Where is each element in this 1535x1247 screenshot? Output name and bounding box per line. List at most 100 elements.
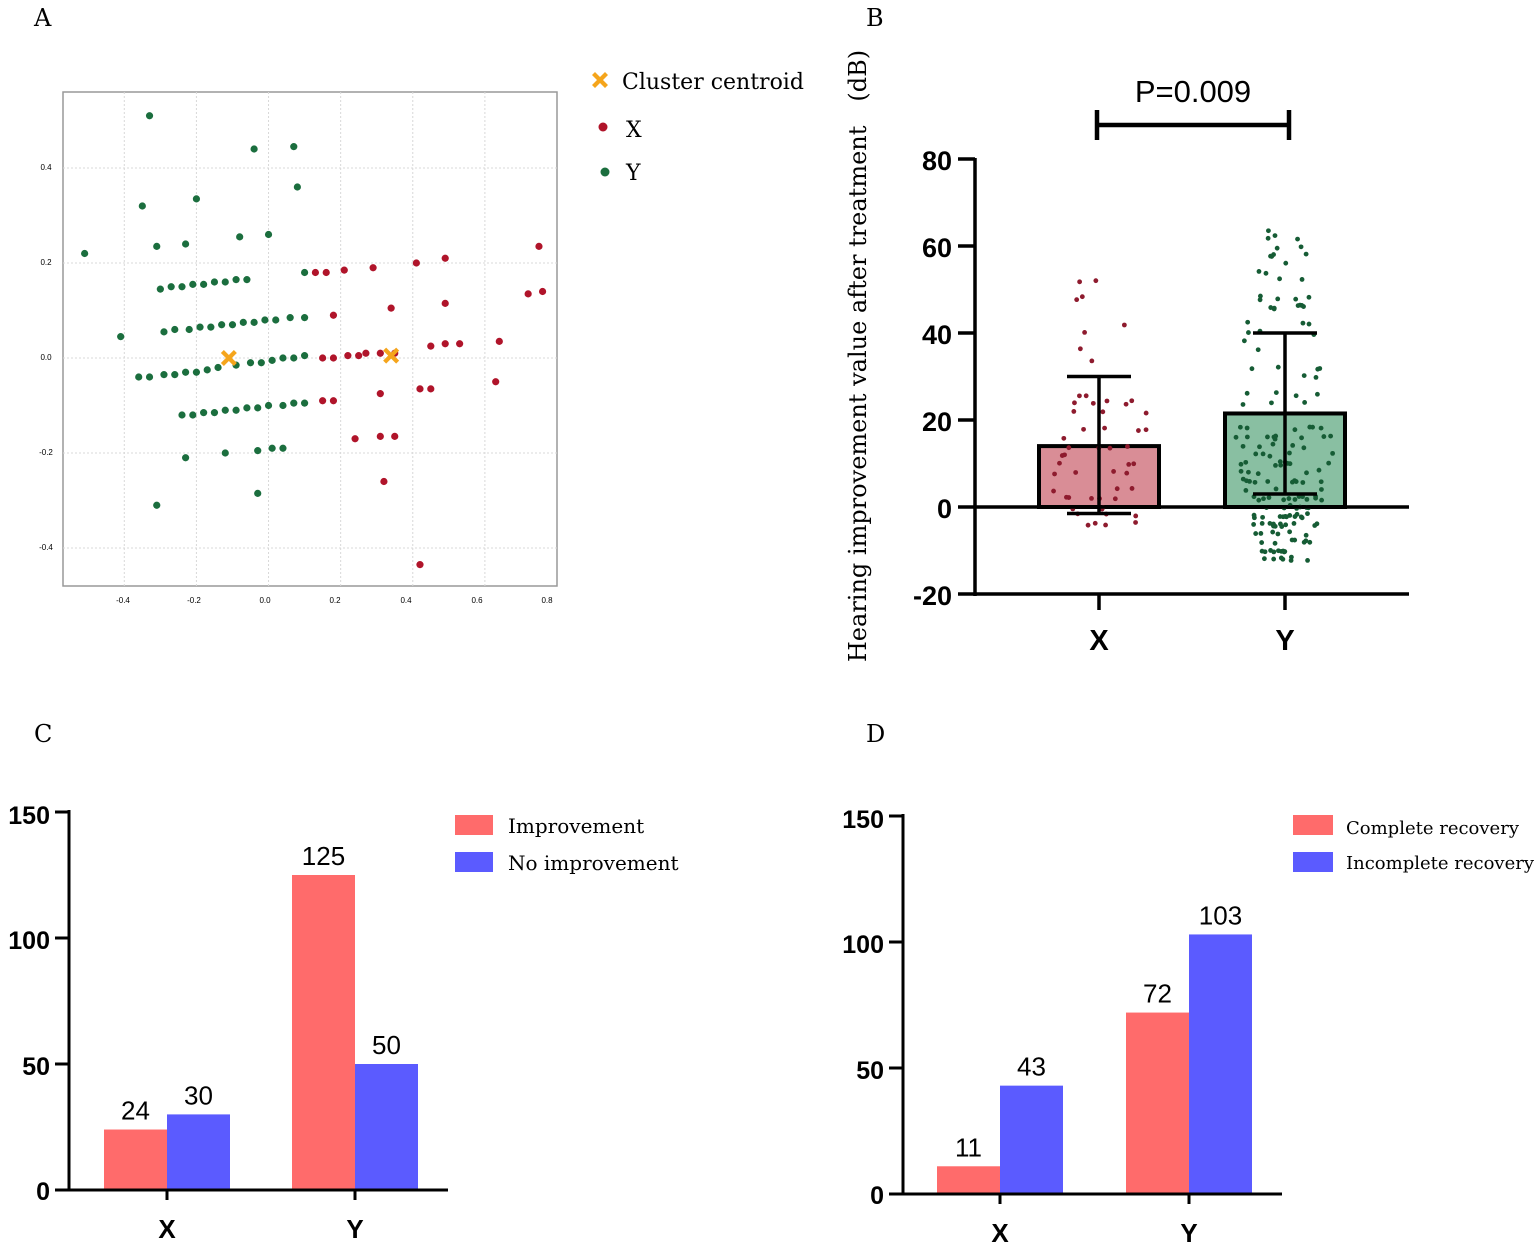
dot-b-y-101 [1266,228,1271,234]
grid-a [63,92,557,586]
dot-b-y-115 [1330,450,1336,456]
y-tick-c-100: 100 [8,927,50,955]
x-tick-a-3: 0.2 [329,596,341,605]
dot-b-y-100 [1271,549,1277,555]
point-y-45 [257,359,265,367]
bars-d [937,934,1252,1194]
dot-b-y-13 [1243,488,1249,493]
bar-c-no-improvement-x [167,1114,230,1190]
dot-b-y-110 [1272,233,1278,238]
dot-b-y-31 [1273,433,1279,439]
point-y-65 [268,444,276,452]
dot-b-x-53 [1093,278,1099,284]
dot-b-x-40 [1077,393,1082,399]
dot-b-y-46 [1257,444,1262,450]
y-ticks-d: 150 100 50 0 [842,806,884,1210]
dot-b-x-32 [1104,398,1110,404]
point-x-7 [524,290,532,298]
legend-swatch-d-incomplete [1293,852,1333,872]
point-y-10 [264,230,273,239]
y-tick-d-0: 0 [870,1182,884,1210]
point-x-16 [362,349,370,357]
dot-b-y-174 [1315,366,1321,372]
legend-swatch-c-no-improvement [455,852,493,872]
point-x-13 [329,354,338,362]
dot-b-y-105 [1301,373,1307,379]
dot-b-y-33 [1326,460,1332,466]
dot-b-y-5 [1318,425,1324,431]
bar-c-no-improvement-y [355,1064,418,1190]
point-y-4 [192,195,201,203]
point-y-25 [207,323,215,331]
dot-b-y-77 [1261,496,1266,502]
plot-frame-a [62,91,558,587]
legend-swatch-d-complete [1293,815,1333,835]
dot-b-y-40 [1301,539,1307,545]
point-x-14 [344,352,352,360]
dot-b-x-43 [1051,488,1056,494]
dot-b-x-48 [1082,329,1087,335]
error-bars-b [1067,331,1317,516]
dot-b-y-146 [1302,400,1308,405]
point-y-56 [243,404,251,412]
dot-b-y-170 [1292,514,1298,519]
dot-b-y-135 [1306,294,1312,300]
point-y-53 [210,409,219,417]
dot-b-y-87 [1275,531,1281,537]
point-y-27 [228,321,237,329]
dot-b-y-142 [1293,296,1299,302]
y-tick-a-2: 0.0 [40,353,52,362]
dot-b-y-27 [1271,556,1277,562]
point-x-0 [311,268,320,277]
point-y-33 [300,314,309,322]
dot-b-x-52 [1100,409,1106,415]
dot-b-y-136 [1290,443,1296,448]
point-y-14 [178,283,186,291]
dot-b-y-92 [1276,548,1281,554]
dot-b-x-7 [1133,520,1138,525]
dot-b-y-156 [1299,435,1304,441]
data-labels-d: 11 43 72 103 [955,900,1242,1162]
dot-b-x-49 [1136,428,1141,433]
dot-b-y-63 [1244,434,1250,440]
point-y-13 [167,283,175,291]
dot-b-y-44 [1277,459,1283,465]
point-x-1 [322,268,330,277]
point-y-61 [300,399,309,407]
point-y-7 [153,242,161,250]
dot-b-y-43 [1307,539,1313,545]
dot-b-y-7 [1273,486,1279,492]
dot-b-y-81 [1279,524,1285,529]
dot-b-y-161 [1268,253,1273,259]
y-tick-labels-a: 0.4 0.2 0.0 -0.2 -0.4 [39,163,53,552]
dot-b-y-82 [1238,461,1244,467]
y-ticks-b: 80 60 40 20 0 -20 [913,146,952,611]
point-x-2 [340,266,348,274]
dot-b-y-83 [1286,496,1292,501]
point-y-48 [290,354,298,362]
dot-b-y-149 [1288,558,1294,563]
dot-b-y-131 [1244,390,1250,396]
point-y-18 [221,278,229,286]
point-y-60 [290,399,298,407]
dot-b-y-163 [1295,303,1301,309]
grouped-bar-chart-d: 150 100 50 0 11 43 72 103 X Y Complete r… [842,806,1535,1247]
bar-d-complete-recovery-y [1126,1012,1189,1194]
x-tick-d-x: X [991,1218,1009,1247]
dot-b-y-37 [1300,480,1306,485]
dot-b-x-34 [1077,279,1083,285]
dot-b-y-86 [1328,433,1334,439]
point-y-22 [171,325,179,334]
dot-b-y-90 [1287,529,1293,535]
dot-b-y-79 [1278,462,1284,468]
dot-b-y-97 [1237,424,1243,430]
dot-b-x-39 [1079,294,1085,300]
point-y-36 [145,373,154,381]
point-x-15 [355,352,363,360]
point-y-38 [171,371,179,379]
dot-b-y-35 [1289,537,1295,543]
dot-b-x-8 [1133,513,1139,519]
x-tick-b-x: X [1089,625,1109,657]
point-x-26 [376,390,384,398]
dot-b-y-107 [1241,338,1247,344]
